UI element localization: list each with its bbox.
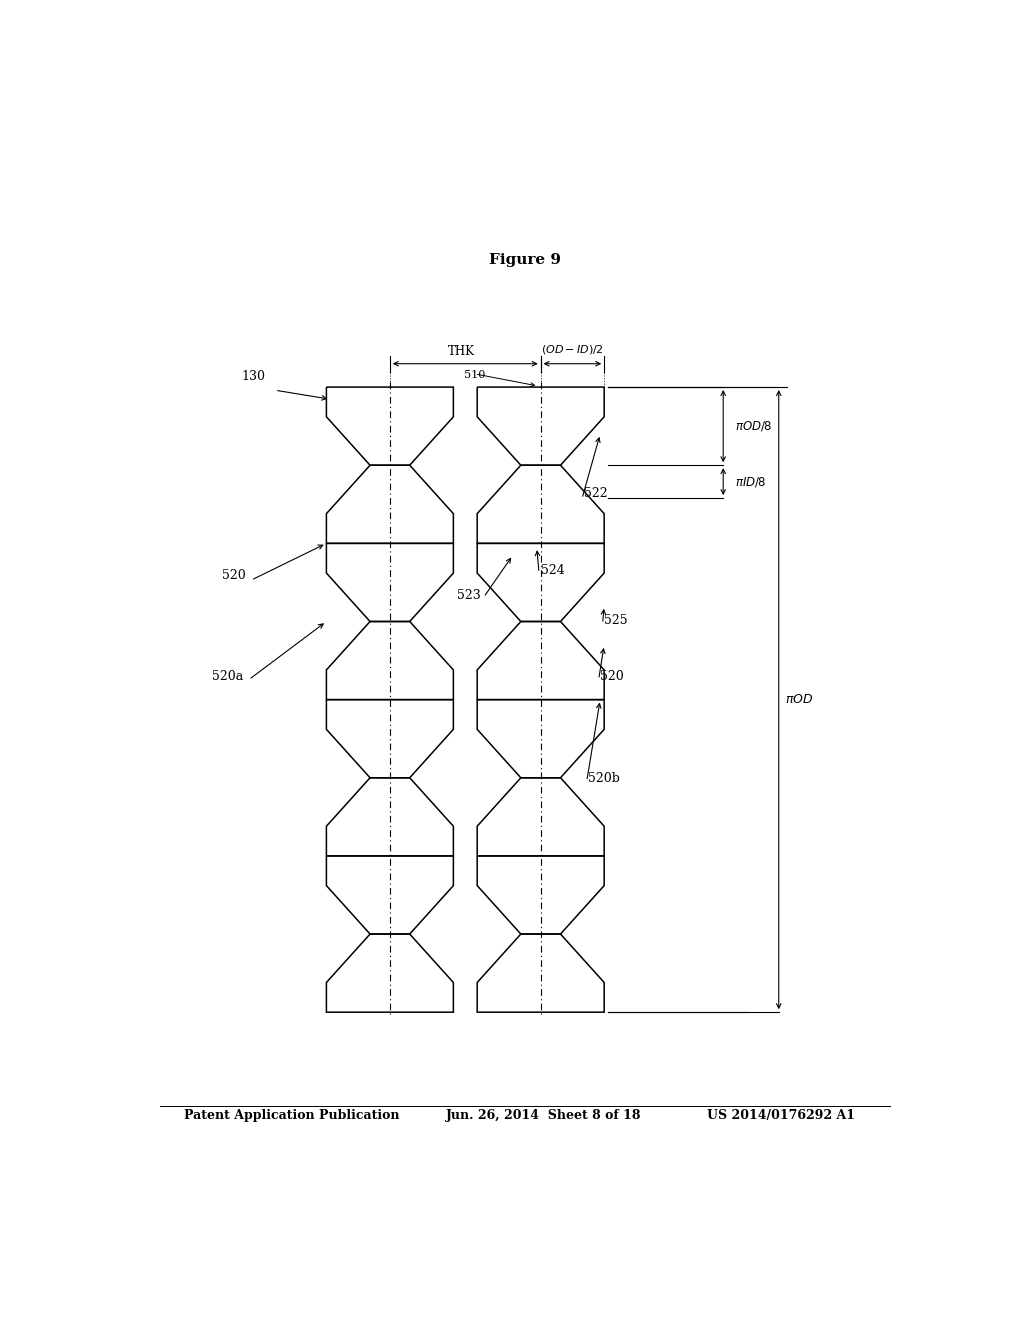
Text: US 2014/0176292 A1: US 2014/0176292 A1 [708, 1109, 855, 1122]
Text: 524: 524 [541, 564, 564, 577]
Text: 520a: 520a [212, 671, 243, 684]
Text: THK: THK [447, 345, 475, 358]
Text: 525: 525 [604, 614, 628, 627]
Text: $\pi OD/8$: $\pi OD/8$ [735, 420, 772, 433]
Text: Patent Application Publication: Patent Application Publication [183, 1109, 399, 1122]
Text: $\pi OD$: $\pi OD$ [785, 693, 813, 706]
Text: 520: 520 [222, 569, 246, 582]
Text: $(OD-ID)/2$: $(OD-ID)/2$ [541, 343, 604, 355]
Text: 130: 130 [242, 371, 265, 383]
Text: 510: 510 [464, 370, 485, 380]
Text: 520: 520 [600, 671, 624, 684]
Text: 523: 523 [458, 589, 481, 602]
Text: Jun. 26, 2014  Sheet 8 of 18: Jun. 26, 2014 Sheet 8 of 18 [445, 1109, 641, 1122]
Text: Figure 9: Figure 9 [488, 253, 561, 267]
Text: $\pi ID/8$: $\pi ID/8$ [735, 475, 767, 488]
Text: 522: 522 [585, 487, 608, 500]
Text: 520b: 520b [588, 772, 621, 785]
